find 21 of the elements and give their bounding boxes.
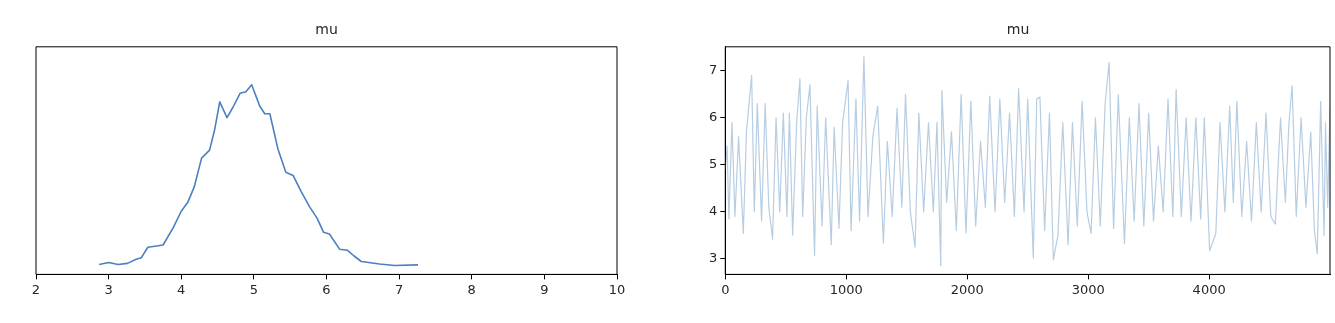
- x-tick-label: 3: [104, 281, 113, 297]
- x-tick-label: 5: [249, 281, 259, 297]
- x-tick-label: 0: [721, 281, 730, 297]
- y-tick-label: 6: [708, 109, 718, 125]
- x-tick-label: 2: [31, 281, 41, 297]
- y-tick-label: 3: [708, 250, 718, 266]
- x-tick-label: 9: [540, 281, 549, 297]
- chart-title: mu: [315, 21, 338, 38]
- x-tick-label: 8: [467, 281, 476, 297]
- x-tick-label: 7: [394, 281, 404, 297]
- x-tick-label: 4: [177, 281, 186, 297]
- chart-title: mu: [1006, 21, 1030, 38]
- y-tick-label: 4: [708, 203, 718, 219]
- x-tick-label: 1000: [829, 281, 863, 297]
- x-tick-label: 6: [322, 281, 331, 297]
- x-tick-label: 2000: [950, 281, 984, 297]
- y-tick-label: 5: [708, 156, 718, 172]
- x-tick-label: 10: [608, 281, 626, 297]
- x-tick-label: 3000: [1071, 281, 1105, 297]
- x-tick-label: 4000: [1192, 281, 1226, 297]
- y-tick-label: 7: [708, 62, 718, 78]
